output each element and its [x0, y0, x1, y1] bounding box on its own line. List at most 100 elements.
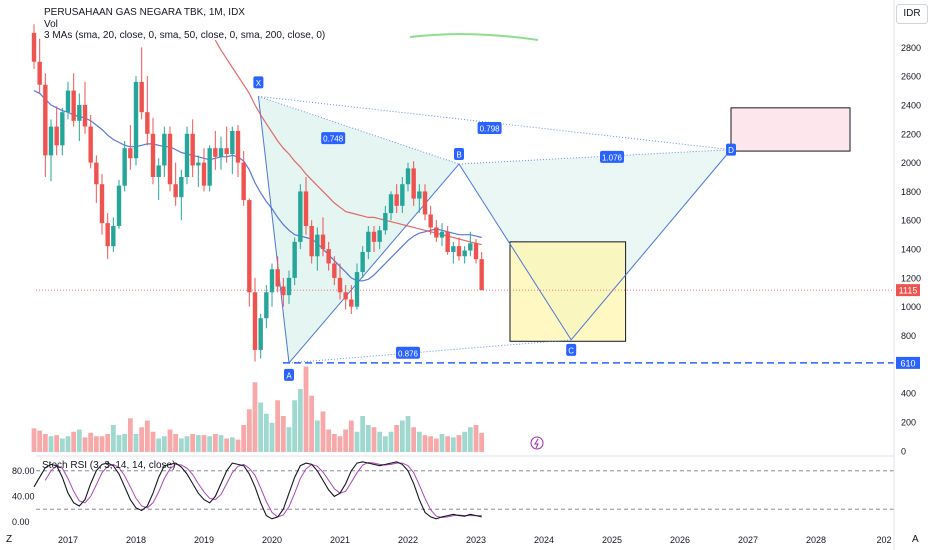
volume-bar: [235, 439, 241, 452]
pattern-point-x: X: [256, 79, 262, 88]
volume-bar: [127, 418, 133, 452]
candle-body: [167, 133, 173, 185]
y-tick-label: 400: [901, 389, 916, 399]
candle-body: [207, 148, 212, 186]
candle-body: [60, 112, 65, 146]
timezone-corner[interactable]: Z: [6, 534, 13, 545]
candle-body: [184, 133, 190, 178]
volume-bar: [411, 427, 417, 452]
candle-body: [264, 292, 269, 319]
volume-bar: [31, 428, 37, 452]
candle-body: [371, 231, 377, 242]
harmonic-pattern: [36, 33, 894, 364]
candle-body: [252, 292, 258, 350]
volume-bar: [394, 425, 400, 452]
candle-body: [196, 162, 201, 166]
candle-body: [303, 191, 309, 227]
volume-bar: [246, 409, 252, 452]
candle-body: [394, 194, 399, 206]
volume-bar: [93, 436, 99, 452]
volume-bar: [54, 435, 60, 452]
ratio-label-bg: [600, 150, 624, 163]
volume-bar: [467, 427, 473, 452]
ma-legend[interactable]: 3 MAs (sma, 20, close, 0, sma, 50, close…: [44, 30, 326, 41]
volume-bar: [258, 402, 264, 452]
volume-bar: [439, 434, 445, 452]
x-tick-label: 2026: [670, 535, 690, 545]
volume-bar: [42, 434, 48, 452]
volume-bar: [139, 427, 145, 452]
ma-line: [33, 90, 482, 282]
zone-d-box: [730, 107, 851, 152]
volume-bar: [314, 420, 320, 452]
pattern-point-b-bg: [454, 148, 464, 161]
volume-bar: [59, 438, 65, 452]
volume-bar: [212, 434, 218, 452]
y-tick-label: 2600: [901, 72, 921, 82]
volume-bar: [297, 389, 303, 452]
volume-bar: [479, 432, 485, 452]
vol-legend[interactable]: Vol: [44, 19, 58, 30]
candle-body: [224, 148, 229, 154]
pattern-ratio-line: [288, 339, 572, 364]
candle-body: [156, 165, 161, 178]
pattern-point-c: C: [568, 346, 574, 355]
volume-bar: [360, 416, 366, 452]
volume-bar: [201, 435, 207, 452]
x-tick-label: 2019: [194, 535, 214, 545]
y-tick-label: 2000: [901, 158, 921, 168]
candle-body: [405, 168, 411, 185]
candle-body: [315, 234, 320, 257]
candle-body: [354, 272, 360, 307]
volume-bar: [354, 431, 360, 452]
volume-bar: [76, 429, 82, 452]
volume-bar: [456, 435, 462, 452]
pattern-leg: [570, 149, 732, 341]
candle-body: [31, 32, 37, 62]
ratio-label: 1.076: [602, 153, 623, 162]
volume-bar: [399, 420, 405, 452]
auto-scale-button[interactable]: A: [912, 534, 919, 545]
candle-body: [116, 185, 122, 227]
candle-body: [468, 243, 473, 251]
y-tick-label: 800: [901, 331, 916, 341]
pattern-point-x-bg: [253, 76, 264, 89]
candle-body: [190, 133, 195, 166]
volume-bar: [320, 411, 326, 452]
volume-bar: [280, 416, 286, 452]
volume-bar: [207, 436, 213, 452]
y-tick-label: 1800: [901, 187, 921, 197]
candles[interactable]: [31, 24, 484, 362]
volume-bar: [167, 429, 173, 452]
candle-body: [337, 277, 343, 293]
volume-bar: [371, 427, 377, 452]
volume-bar: [252, 382, 258, 452]
candle-body: [122, 148, 127, 186]
volume-bar: [433, 438, 439, 452]
candle-body: [417, 191, 422, 199]
candle-body: [48, 126, 54, 156]
y-tick-label: 2400: [901, 100, 921, 110]
volume-bar: [229, 437, 235, 452]
candle-body: [383, 213, 388, 231]
volume-bar: [48, 436, 54, 452]
currency-button[interactable]: IDR: [896, 4, 928, 24]
pattern-ratio-line: [258, 95, 460, 165]
candle-body: [462, 250, 467, 257]
volume-bar: [156, 438, 162, 452]
candle-body: [298, 191, 303, 242]
volume-bar: [161, 436, 167, 452]
xab-triangle: [258, 96, 459, 363]
candle-body: [71, 90, 76, 121]
stoch-rsi-legend[interactable]: Stoch RSI (3, 3, 14, 14, close): [42, 460, 176, 471]
volume-bar: [178, 438, 184, 452]
y-tick-label: 2200: [901, 129, 921, 139]
y-tick-label: 1200: [901, 273, 921, 283]
volume-bar: [150, 431, 156, 452]
volume-bar: [303, 366, 309, 452]
volume-bar: [144, 420, 150, 452]
candle-body: [145, 112, 150, 134]
candle-body: [286, 277, 292, 296]
candle-body: [162, 133, 167, 166]
